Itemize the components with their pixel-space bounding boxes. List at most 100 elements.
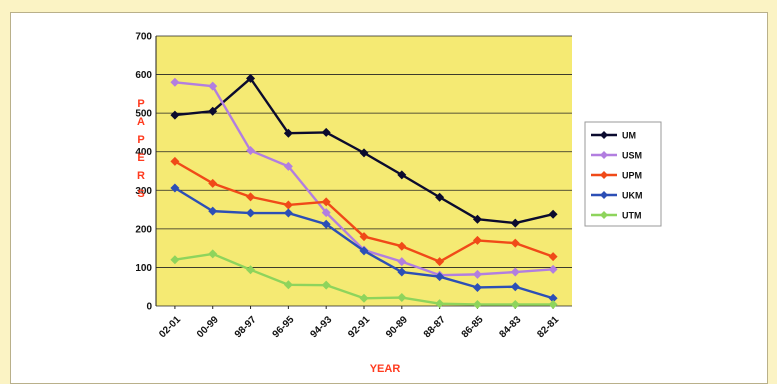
series-um bbox=[170, 73, 558, 228]
y-tick-label: 200 bbox=[135, 224, 152, 235]
data-point bbox=[321, 197, 331, 207]
data-point bbox=[246, 208, 256, 218]
legend-swatch-marker bbox=[600, 131, 608, 139]
data-point bbox=[321, 127, 331, 137]
data-point bbox=[435, 299, 445, 309]
legend-item-ukm: UKM bbox=[591, 191, 643, 201]
y-tick-label: 400 bbox=[135, 147, 152, 158]
legend-item-usm: USM bbox=[591, 151, 642, 161]
legend-label: USM bbox=[622, 151, 642, 161]
data-point bbox=[359, 293, 369, 303]
legend-label: UKM bbox=[622, 191, 643, 201]
y-tick-label: 500 bbox=[135, 109, 152, 120]
y-axis-title-letter: S bbox=[137, 188, 144, 200]
y-tick-label: 700 bbox=[135, 32, 152, 43]
data-point bbox=[359, 148, 369, 158]
data-point bbox=[246, 192, 256, 202]
data-point bbox=[510, 299, 520, 309]
legend: UM USM UPM UKM UTM bbox=[584, 121, 662, 227]
data-point bbox=[208, 178, 218, 188]
legend-swatch-marker bbox=[600, 151, 608, 159]
series-ukm bbox=[170, 183, 558, 303]
data-point bbox=[510, 238, 520, 248]
series-upm bbox=[170, 156, 558, 267]
data-point bbox=[510, 267, 520, 277]
legend-label: UM bbox=[622, 131, 636, 141]
data-point bbox=[548, 264, 558, 274]
data-point bbox=[397, 241, 407, 251]
data-point bbox=[359, 232, 369, 242]
data-point bbox=[472, 282, 482, 292]
data-point bbox=[321, 208, 331, 218]
series-utm bbox=[170, 249, 558, 309]
x-axis-title: YEAR bbox=[370, 363, 401, 373]
data-point bbox=[283, 280, 293, 290]
legend-swatch-marker bbox=[600, 191, 608, 199]
x-tick-label: 96-95 bbox=[271, 314, 297, 340]
x-tick-label: 86-85 bbox=[460, 314, 486, 340]
x-tick-label: 98-97 bbox=[233, 314, 259, 340]
y-axis-title-letter: A bbox=[137, 116, 145, 128]
data-point bbox=[548, 299, 558, 309]
data-point bbox=[397, 267, 407, 277]
data-point bbox=[397, 293, 407, 303]
data-point bbox=[170, 156, 180, 166]
legend-swatch-marker bbox=[600, 211, 608, 219]
y-tick-label: 600 bbox=[135, 70, 152, 81]
data-point bbox=[435, 257, 445, 267]
data-point bbox=[472, 269, 482, 279]
data-point bbox=[283, 161, 293, 171]
y-tick-label: 100 bbox=[135, 263, 152, 274]
data-point bbox=[472, 235, 482, 245]
x-tick-label: 88-87 bbox=[422, 314, 448, 340]
data-point bbox=[397, 170, 407, 180]
data-point bbox=[246, 73, 256, 83]
data-point bbox=[208, 249, 218, 259]
x-tick-label: 92-91 bbox=[346, 314, 372, 340]
y-axis-title-letter: R bbox=[137, 170, 145, 182]
data-point bbox=[208, 106, 218, 116]
legend-label: UPM bbox=[622, 171, 642, 181]
data-point bbox=[321, 280, 331, 290]
y-axis-title-letter: P bbox=[137, 98, 144, 110]
x-tick-label: 82-81 bbox=[535, 314, 561, 340]
x-tick-label: 02-01 bbox=[157, 314, 183, 340]
legend-item-utm: UTM bbox=[591, 211, 642, 221]
data-point bbox=[283, 208, 293, 218]
data-point bbox=[510, 282, 520, 292]
x-tick-label: 00-99 bbox=[195, 314, 221, 340]
data-point bbox=[170, 77, 180, 87]
data-point bbox=[283, 128, 293, 138]
data-point bbox=[510, 218, 520, 228]
legend-label: UTM bbox=[622, 211, 642, 221]
data-point bbox=[472, 214, 482, 224]
data-point bbox=[548, 209, 558, 219]
legend-item-upm: UPM bbox=[591, 171, 642, 181]
data-point bbox=[170, 183, 180, 193]
x-axis-ticks: 02-01 00-99 98-97 96-95 94-93 92-91 90-89 88-87… bbox=[157, 306, 562, 340]
data-point bbox=[246, 265, 256, 275]
data-point bbox=[472, 299, 482, 309]
x-tick-label: 90-89 bbox=[384, 314, 410, 340]
data-point bbox=[170, 110, 180, 120]
y-tick-label: 0 bbox=[146, 302, 152, 313]
y-axis-ticks: 0 100 200 300 400 500 600 700 bbox=[135, 32, 152, 313]
data-point bbox=[548, 293, 558, 303]
data-point bbox=[208, 206, 218, 216]
legend-swatch-marker bbox=[600, 171, 608, 179]
data-point bbox=[321, 219, 331, 229]
data-point bbox=[435, 192, 445, 202]
data-point bbox=[435, 272, 445, 282]
legend-item-um: UM bbox=[591, 131, 636, 141]
y-axis-title-letter: P bbox=[137, 134, 144, 146]
plot-area bbox=[156, 36, 572, 306]
series-layer bbox=[170, 73, 558, 309]
data-point bbox=[548, 252, 558, 262]
line-chart: 0 100 200 300 400 500 600 700 02-01 00-99 98-97 96… bbox=[135, 32, 662, 373]
y-tick-label: 300 bbox=[135, 186, 152, 197]
data-point bbox=[359, 246, 369, 256]
gridlines bbox=[155, 35, 572, 307]
x-tick-label: 84-83 bbox=[498, 314, 524, 340]
data-point bbox=[397, 257, 407, 267]
